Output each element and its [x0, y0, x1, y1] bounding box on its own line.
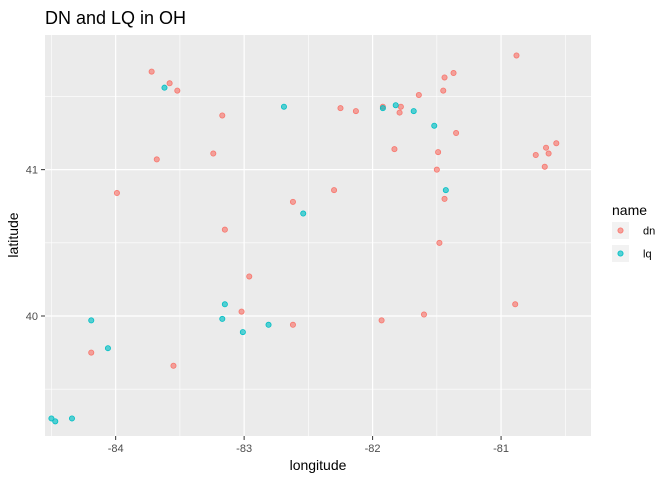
point-lq [161, 84, 168, 91]
point-dn [545, 150, 552, 157]
legend-label-lq: lq [643, 249, 652, 261]
point-lq [431, 122, 438, 129]
x-axis-title: longitude [290, 457, 347, 473]
point-lq [379, 105, 386, 112]
point-dn [352, 108, 359, 115]
x-tick-label: -81 [493, 443, 509, 455]
x-axis-ticks: -84 -83 -82 -81 [108, 436, 509, 455]
point-dn [433, 166, 440, 173]
point-dn [246, 273, 253, 280]
point-dn [174, 87, 181, 94]
point-dn [113, 190, 120, 197]
point-dn [441, 195, 448, 202]
point-dn [513, 52, 520, 59]
minor-gridlines [45, 35, 591, 436]
y-tick-label: 41 [26, 165, 38, 177]
data-points [48, 52, 560, 425]
x-tick-label: -82 [365, 443, 381, 455]
point-dn [378, 317, 385, 324]
point-dn [553, 140, 560, 147]
point-dn [541, 163, 548, 170]
point-lq [442, 187, 449, 194]
point-lq [410, 108, 417, 115]
point-dn [289, 321, 296, 328]
point-lq [239, 329, 246, 336]
point-dn [441, 74, 448, 81]
point-lq [280, 103, 287, 110]
point-dn [166, 80, 173, 87]
plot-panel [45, 35, 591, 436]
point-lq [392, 102, 399, 109]
point-lq [68, 415, 75, 422]
point-dn [532, 152, 539, 159]
y-axis-ticks: 40 41 [26, 165, 45, 323]
point-lq [221, 301, 228, 308]
point-dn [440, 87, 447, 94]
point-dn [148, 68, 155, 75]
point-dn [238, 308, 245, 315]
point-dn [436, 239, 443, 246]
point-dn [450, 70, 457, 77]
point-dn [337, 105, 344, 112]
point-dn [221, 226, 228, 233]
point-lq [48, 415, 55, 422]
point-dn [415, 92, 422, 99]
point-dn [210, 150, 217, 157]
major-gridlines [45, 35, 591, 436]
legend-label-dn: dn [643, 226, 655, 238]
point-dn [453, 130, 460, 137]
point-dn [331, 187, 338, 194]
point-dn [543, 144, 550, 151]
point-dn [88, 349, 95, 356]
point-dn [396, 109, 403, 116]
point-lq [265, 321, 272, 328]
point-dn [170, 362, 177, 369]
point-dn [420, 311, 427, 318]
x-tick-label: -83 [236, 443, 252, 455]
point-lq [300, 210, 307, 217]
point-dn [289, 198, 296, 205]
x-tick-label: -84 [108, 443, 124, 455]
legend-title: name [612, 202, 647, 218]
point-lq [52, 418, 59, 425]
point-lq [104, 345, 111, 352]
point-dn [435, 149, 442, 156]
point-lq [88, 317, 95, 324]
legend-key-lq [617, 250, 624, 257]
point-dn [512, 301, 519, 308]
point-dn [153, 156, 160, 163]
legend-items: dn lq [612, 222, 655, 262]
legend: name dn lq [612, 202, 655, 262]
legend-key-dn [617, 227, 624, 234]
point-lq [219, 315, 226, 322]
y-axis-title: latitude [5, 212, 21, 257]
chart-title: DN and LQ in OH [45, 8, 186, 28]
point-dn [391, 146, 398, 153]
point-dn [219, 112, 226, 119]
y-tick-label: 40 [26, 311, 38, 323]
point-dn [397, 103, 404, 110]
